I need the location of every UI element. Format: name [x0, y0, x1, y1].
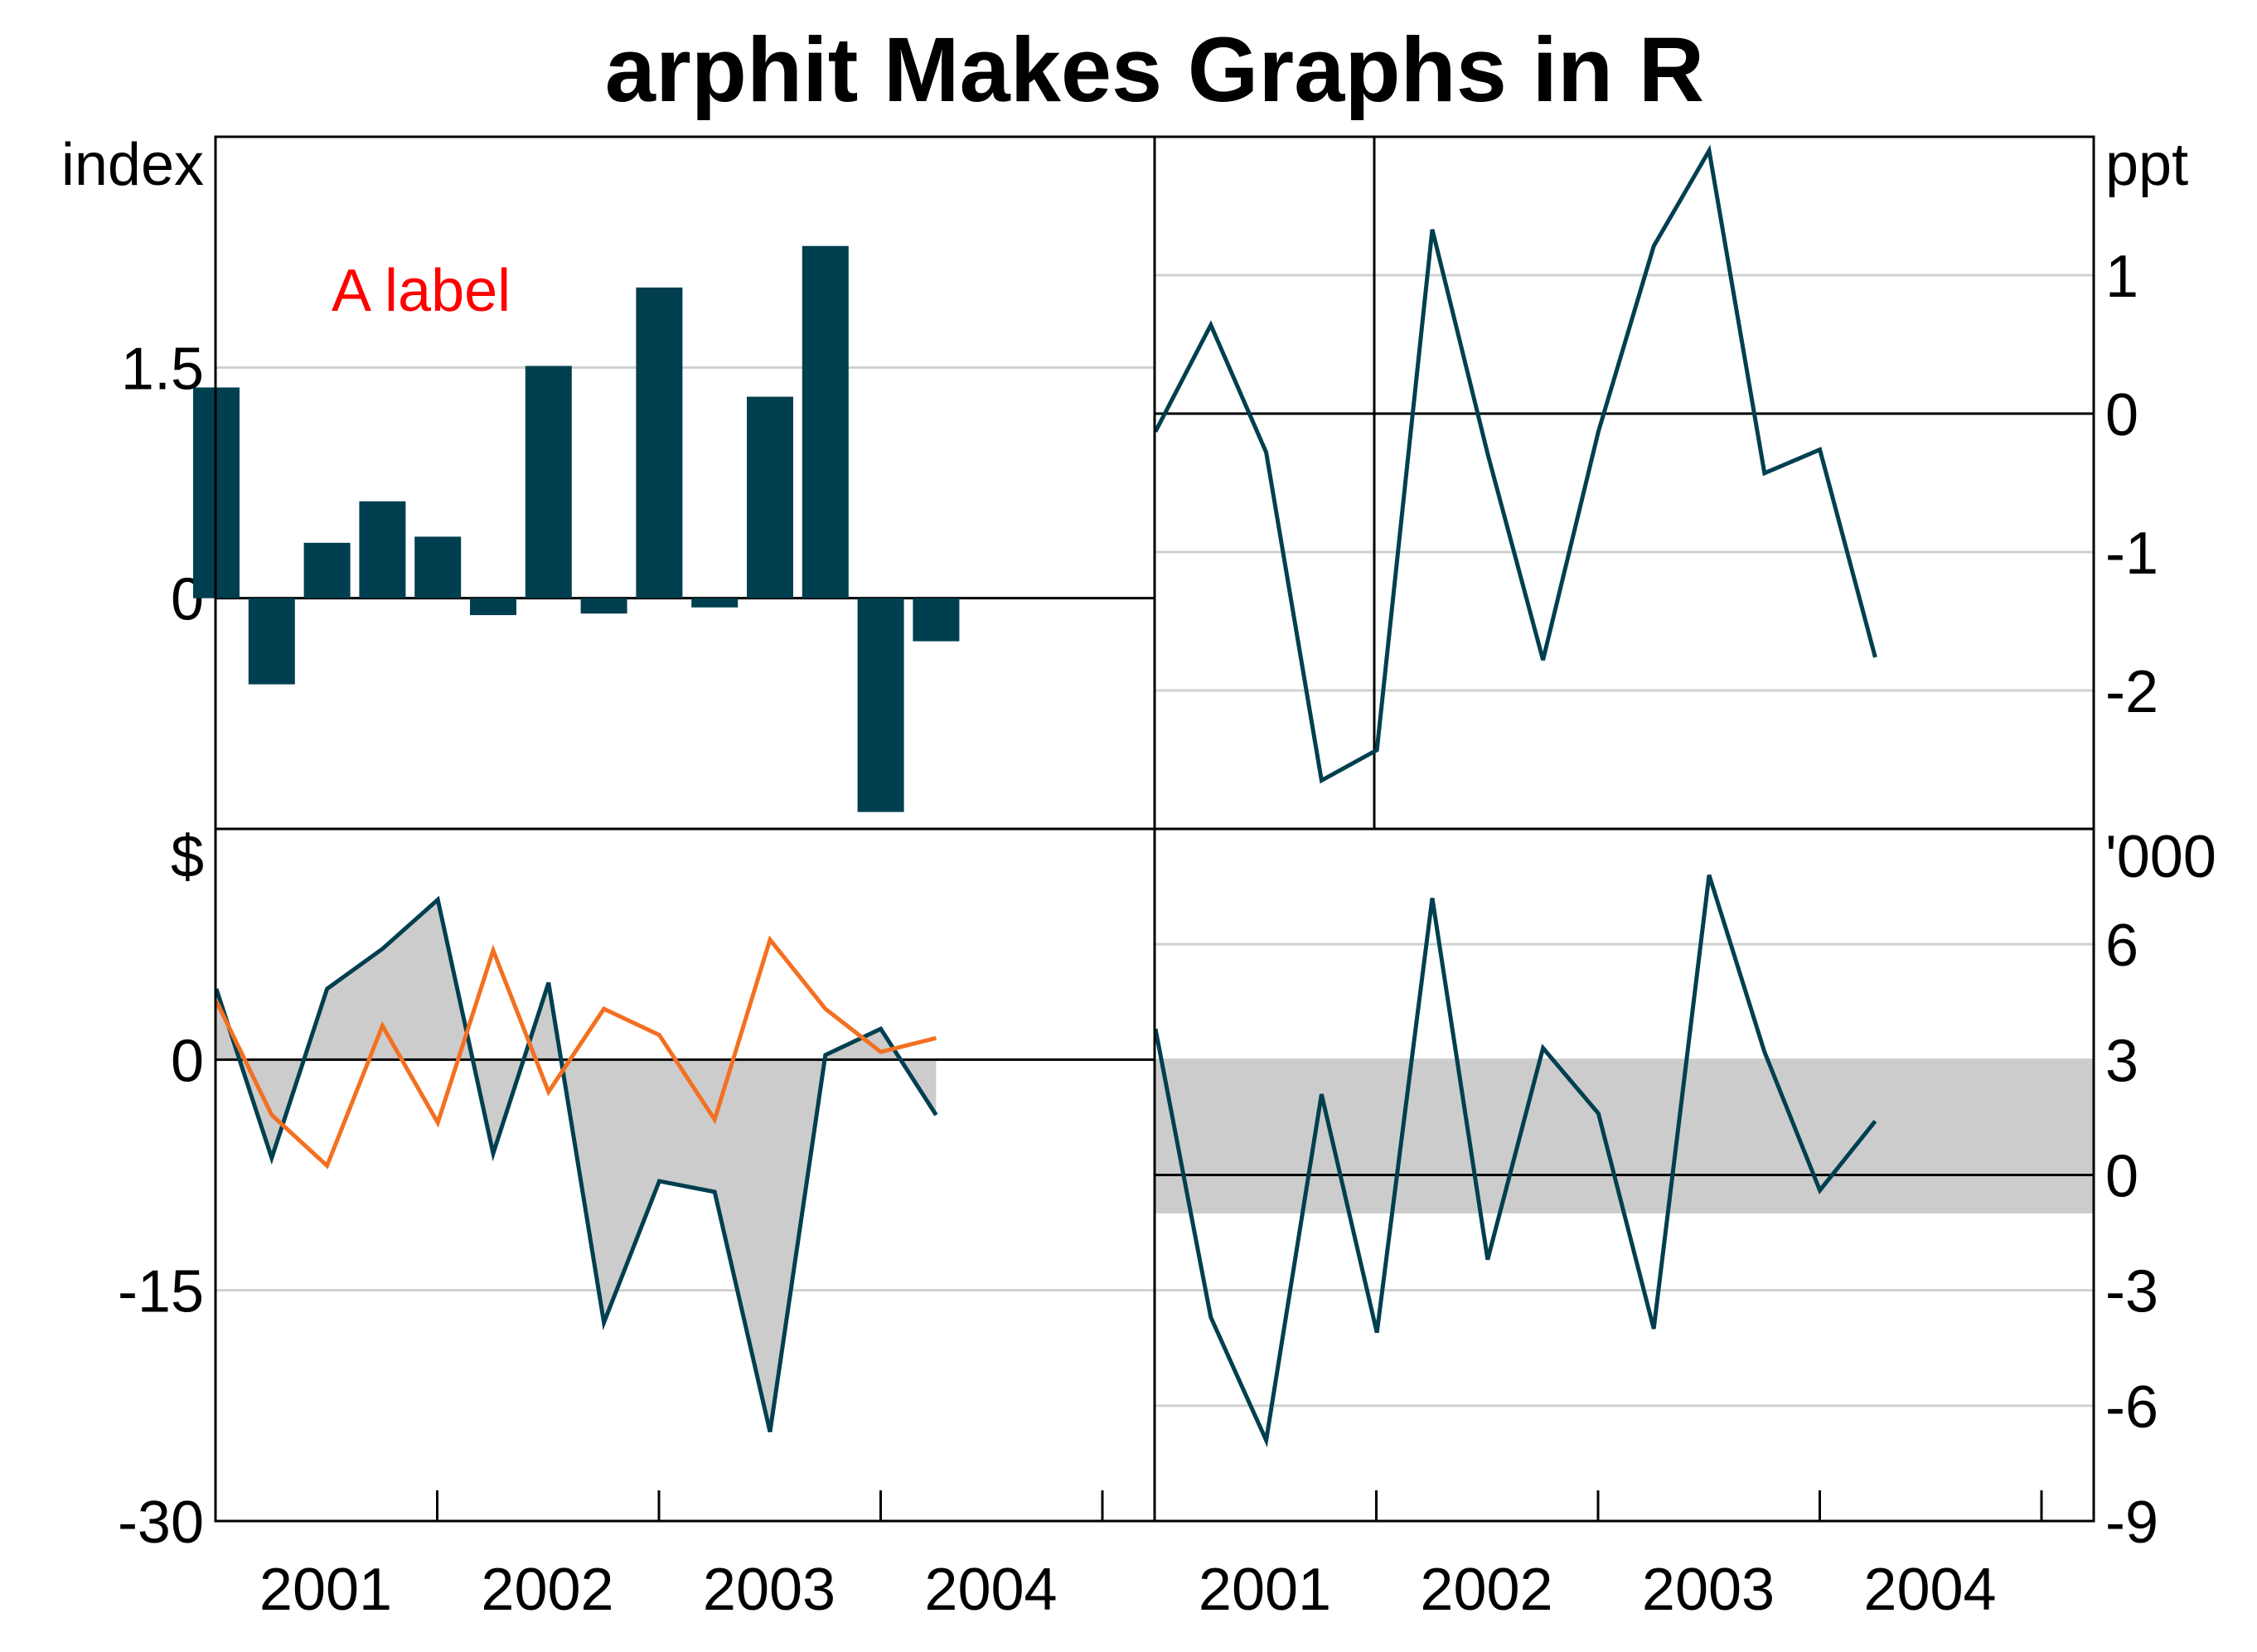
x-tick-label: 2004 [1863, 1557, 1996, 1623]
bar [525, 366, 572, 598]
bar [913, 598, 960, 642]
bar [857, 598, 904, 812]
y-tick-label: 0 [2105, 382, 2138, 448]
bar [414, 536, 462, 598]
y-tick-label: 1.5 [121, 336, 204, 402]
unit-label: '000 [2105, 824, 2216, 890]
y-tick-label: -15 [118, 1259, 204, 1325]
bar [691, 598, 739, 608]
series-line [1153, 874, 1877, 1448]
unit-label: ppt [2105, 132, 2188, 198]
chart-title: arphit Makes Graphs in R [605, 19, 1704, 121]
x-tick-label: 2001 [1199, 1557, 1331, 1623]
y-tick-label: -1 [2105, 521, 2158, 587]
shaded-band [1155, 1059, 2094, 1214]
chart-frame [214, 135, 2095, 1523]
x-tick-label: 2004 [924, 1557, 1057, 1623]
y-tick-label: -6 [2105, 1374, 2158, 1441]
series-line [1153, 144, 1877, 784]
bar [303, 542, 351, 598]
y-tick-label: -30 [118, 1490, 204, 1556]
bar [747, 396, 793, 598]
x-tick-label: 2002 [1420, 1557, 1552, 1623]
annotation-label: A label [332, 258, 511, 324]
x-tick-label: 2001 [259, 1557, 392, 1623]
y-tick-label: -9 [2105, 1490, 2158, 1556]
bar [248, 598, 295, 685]
bar [470, 598, 516, 616]
x-tick-label: 2003 [1642, 1557, 1775, 1623]
y-tick-label: 0 [171, 1028, 204, 1094]
series-line [214, 895, 938, 1432]
y-tick-label: -2 [2105, 659, 2158, 725]
y-tick-label: 6 [2105, 913, 2138, 979]
y-tick-label: 1 [2105, 244, 2138, 310]
unit-label: index [61, 132, 204, 198]
shaded-area [216, 899, 937, 1432]
x-axis-labels: 2001 2002 2003 2004 2001 2002 2003 2004 [259, 1557, 1997, 1623]
bar [580, 598, 627, 614]
bar [802, 245, 849, 598]
unit-label: $ [171, 824, 204, 890]
panel-bottom-right: 6 3 0 -3 -6 -9 '000 [1153, 824, 2216, 1556]
series-line [214, 935, 937, 1170]
panel-top-right: 1 0 -1 -2 ppt [1153, 132, 2188, 829]
x-tick-label: 2002 [481, 1557, 613, 1623]
panel-bottom-left: 0 -15 -30 $ [118, 824, 1155, 1556]
y-tick-label: 3 [2105, 1028, 2138, 1094]
bar [636, 287, 683, 598]
y-tick-label: -3 [2105, 1259, 2158, 1325]
x-tick-label: 2003 [703, 1557, 835, 1623]
bar [359, 501, 406, 598]
y-tick-label: 0 [2105, 1144, 2138, 1210]
